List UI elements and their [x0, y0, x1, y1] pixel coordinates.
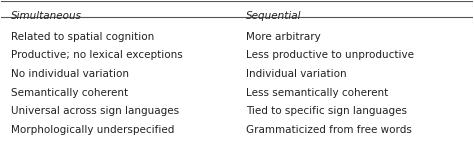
- Text: Tied to specific sign languages: Tied to specific sign languages: [246, 106, 408, 116]
- Text: Simultaneous: Simultaneous: [11, 11, 82, 21]
- Text: Less semantically coherent: Less semantically coherent: [246, 88, 389, 98]
- Text: No individual variation: No individual variation: [11, 69, 129, 79]
- Text: Universal across sign languages: Universal across sign languages: [11, 106, 179, 116]
- Text: Sequential: Sequential: [246, 11, 302, 21]
- Text: Semantically coherent: Semantically coherent: [11, 88, 128, 98]
- Text: Related to spatial cognition: Related to spatial cognition: [11, 32, 154, 42]
- Text: Less productive to unproductive: Less productive to unproductive: [246, 50, 414, 60]
- Text: Grammaticized from free words: Grammaticized from free words: [246, 125, 412, 135]
- Text: Productive; no lexical exceptions: Productive; no lexical exceptions: [11, 50, 182, 60]
- Text: Individual variation: Individual variation: [246, 69, 347, 79]
- Text: More arbitrary: More arbitrary: [246, 32, 321, 42]
- Text: Morphologically underspecified: Morphologically underspecified: [11, 125, 174, 135]
